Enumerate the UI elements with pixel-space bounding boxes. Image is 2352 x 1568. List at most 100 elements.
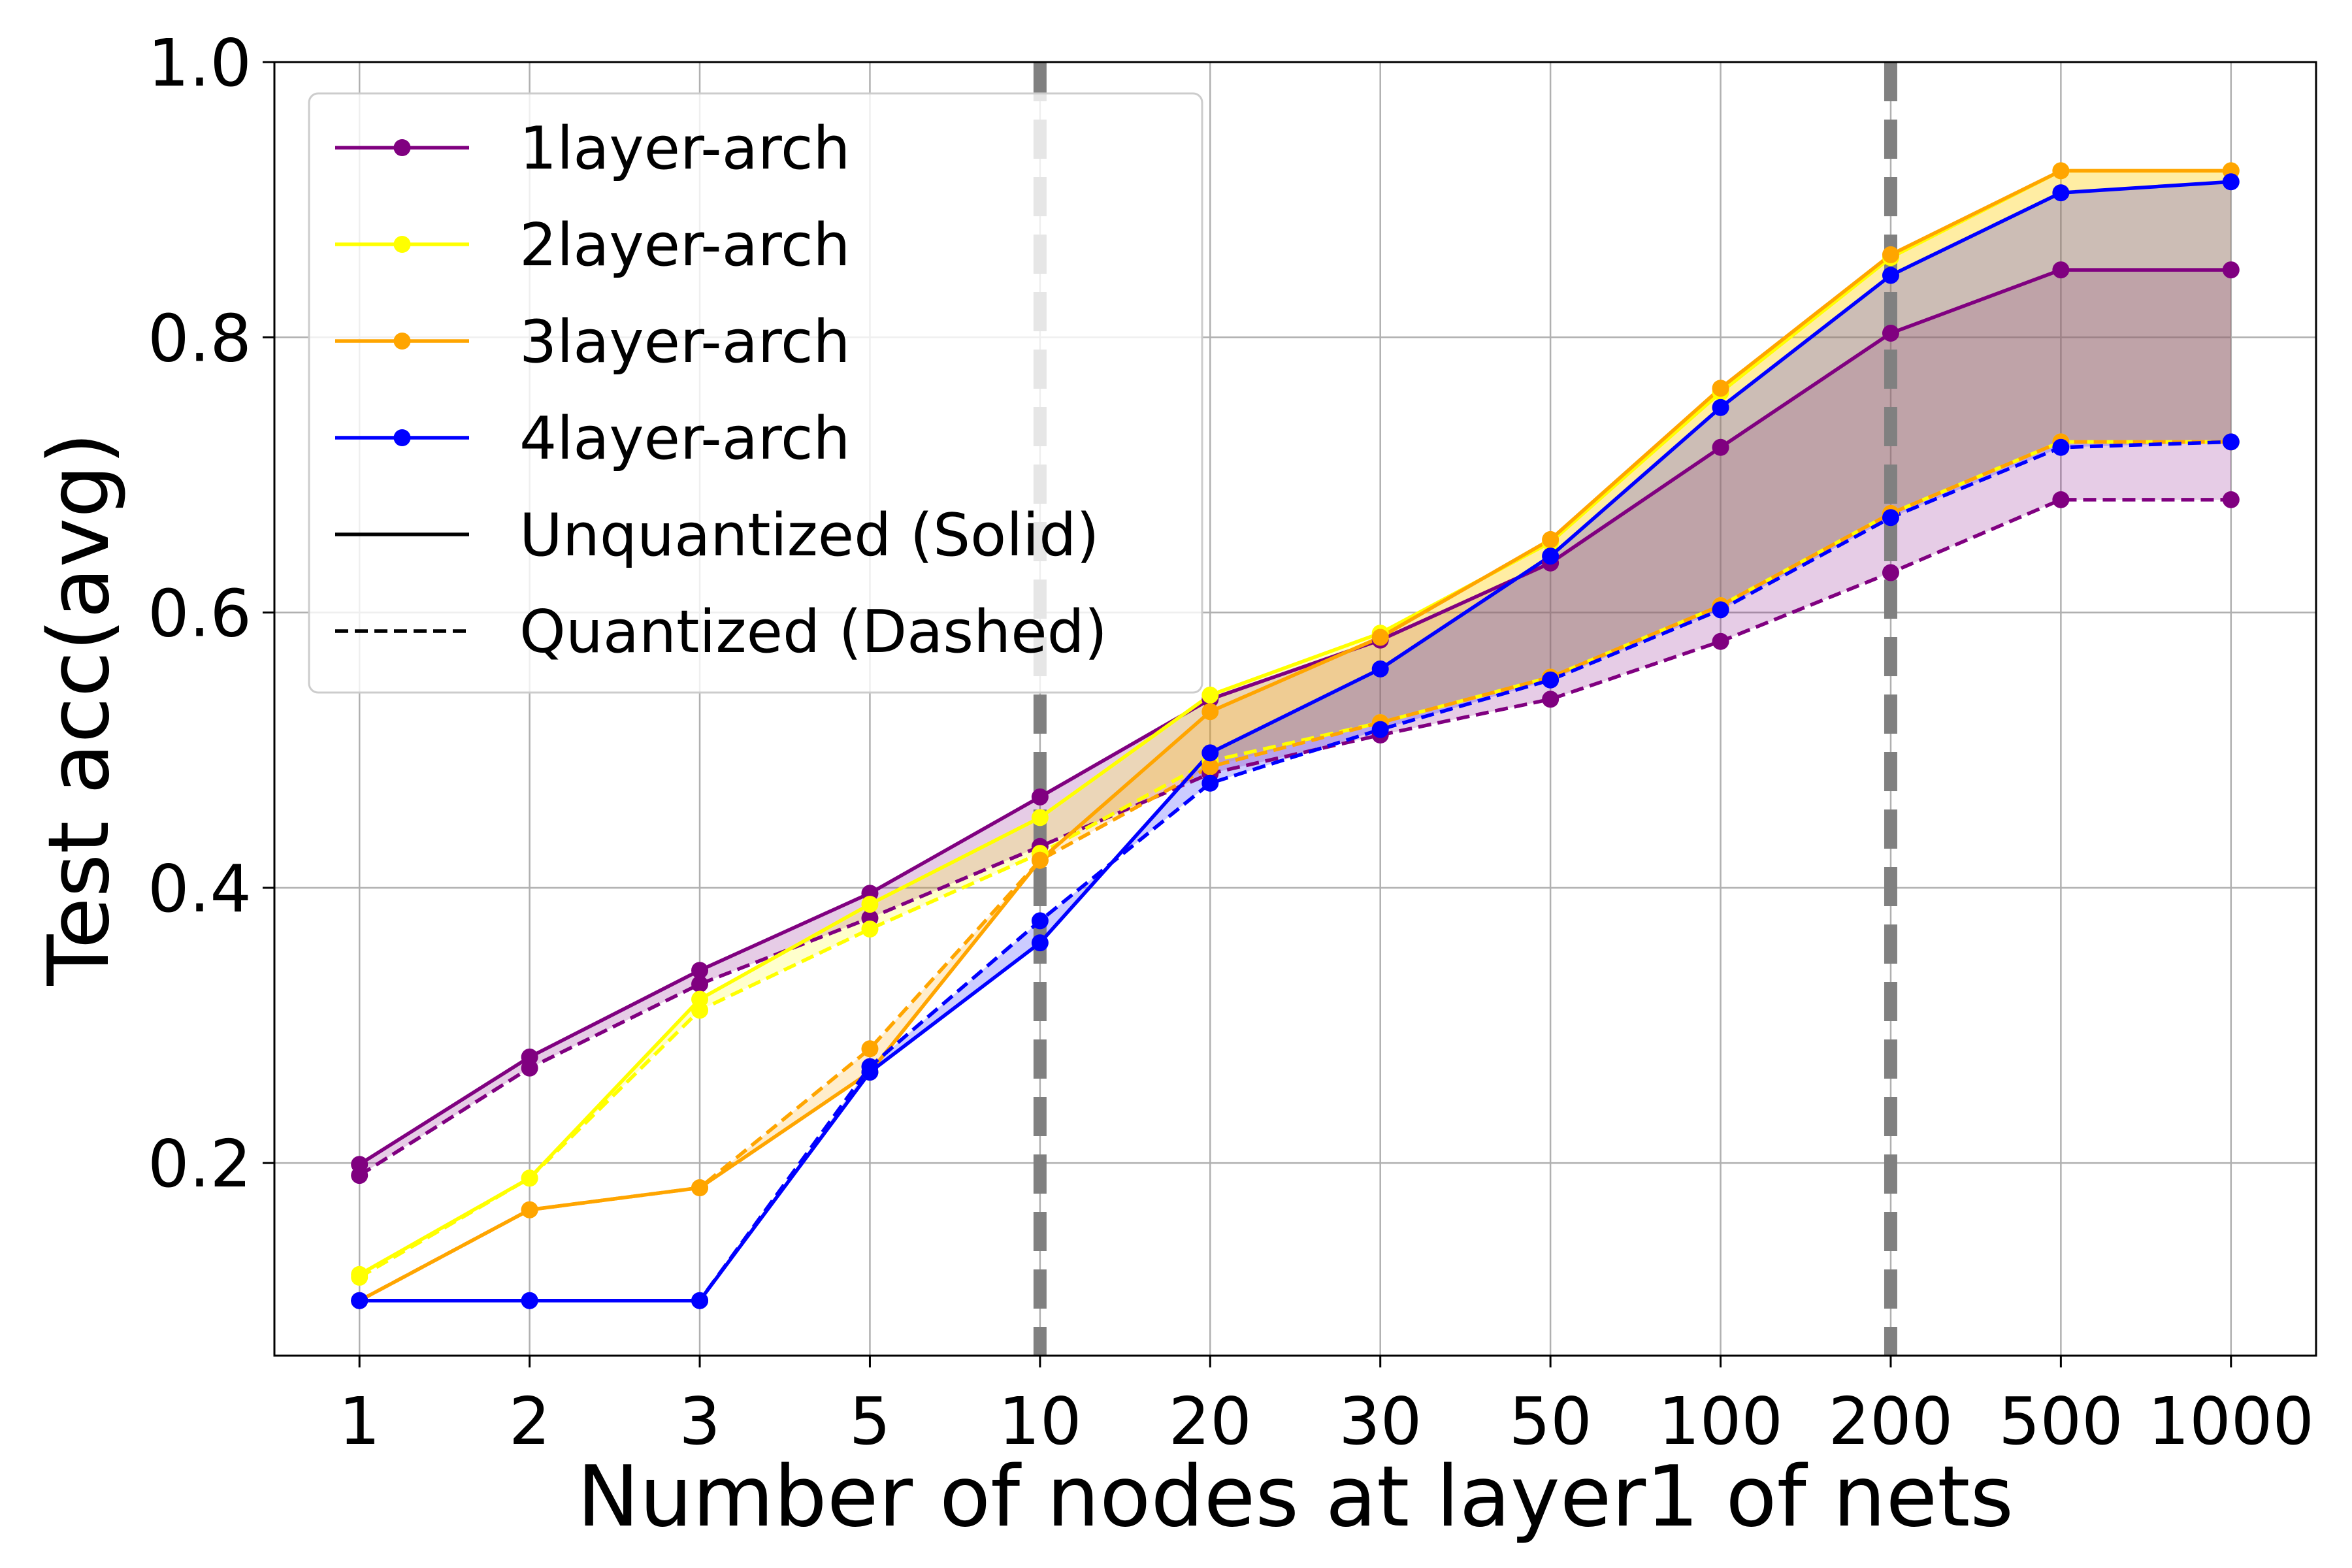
point-3layer-arch-quantized (861, 1040, 879, 1058)
fill-2layer-arch (359, 171, 2231, 1277)
x-tick-label: 1 (338, 1383, 380, 1460)
point-3layer-arch-unquantized (1371, 629, 1389, 646)
point-4layer-arch-quantized (2052, 438, 2070, 456)
point-3layer-arch-unquantized (1542, 531, 1560, 548)
point-4layer-arch-unquantized (1712, 399, 1729, 416)
legend-label: 4layer-arch (519, 404, 850, 473)
legend-marker-2layer-arch (393, 236, 411, 253)
y-tick-label: 0.8 (148, 300, 252, 376)
point-4layer-arch-quantized (1371, 721, 1389, 738)
fill-3layer-arch (359, 171, 2231, 1301)
point-1layer-arch-unquantized (2222, 261, 2240, 279)
point-3layer-arch-unquantized (1031, 851, 1049, 869)
y-axis-label: Test acc(avg) (31, 432, 128, 986)
point-4layer-arch-quantized (1542, 671, 1560, 689)
series-line-4layer-arch-quantized (359, 440, 2231, 1303)
point-4layer-arch-unquantized (1542, 547, 1560, 565)
series-markers (351, 162, 2240, 1309)
point-1layer-arch-unquantized (351, 1156, 368, 1173)
series-line-1layer-arch-unquantized (358, 268, 2231, 1166)
point-3layer-arch-unquantized (691, 1179, 709, 1197)
point-4layer-arch-unquantized (1201, 744, 1219, 762)
x-tick-label: 2 (509, 1383, 551, 1460)
point-4layer-arch-unquantized (1882, 267, 1899, 284)
x-axis-label: Number of nodes at layer1 of nets (577, 1448, 2014, 1546)
point-3layer-arch-unquantized (1201, 703, 1219, 721)
plot-frame (273, 61, 2317, 1357)
legend-label: Unquantized (Solid) (519, 501, 1099, 570)
x-tick-label: 30 (1339, 1383, 1422, 1460)
y-tick-label: 0.2 (148, 1126, 252, 1202)
series-line-4layer-arch-unquantized (359, 180, 2231, 1303)
legend: 1layer-arch 2layer-arch 3layer-arch 4layer-… (308, 92, 1203, 694)
x-tick-label: 3 (679, 1383, 721, 1460)
point-1layer-arch-quantized (691, 975, 709, 993)
point-1layer-arch-quantized (2222, 491, 2240, 508)
point-4layer-arch-unquantized (1031, 934, 1049, 952)
series-lines (358, 169, 2231, 1303)
point-1layer-arch-unquantized (2052, 261, 2070, 279)
point-4layer-arch-quantized (1712, 601, 1729, 619)
y-tick-label: 0.6 (148, 576, 252, 652)
x-tick-label: 100 (1658, 1383, 1783, 1460)
point-2layer-arch-unquantized (861, 896, 879, 913)
point-3layer-arch-quantized (1201, 758, 1219, 776)
reference-lines (1033, 62, 1897, 1356)
point-4layer-arch-quantized (1201, 774, 1219, 792)
point-1layer-arch-quantized (2052, 491, 2070, 508)
point-4layer-arch-unquantized (351, 1292, 368, 1309)
x-tick-label: 500 (1999, 1383, 2123, 1460)
legend-marker-3layer-arch (393, 333, 411, 350)
point-4layer-arch-unquantized (2222, 173, 2240, 191)
legend-label: 1layer-arch (519, 114, 850, 183)
point-2layer-arch-unquantized (521, 1169, 538, 1187)
point-1layer-arch-unquantized (691, 962, 709, 979)
legend-label: 2layer-arch (519, 211, 850, 280)
point-2layer-arch-unquantized (1201, 686, 1219, 704)
series-line-1layer-arch-quantized (358, 498, 2231, 1177)
legend-label: 3layer-arch (519, 308, 850, 376)
point-1layer-arch-quantized (1712, 632, 1729, 650)
legend-marker-1layer-arch (393, 139, 411, 156)
x-tick-label: 50 (1509, 1383, 1592, 1460)
point-3layer-arch-unquantized (2052, 162, 2070, 180)
y-tick-label: 0.4 (148, 851, 252, 927)
point-1layer-arch-quantized (1542, 691, 1560, 708)
point-1layer-arch-unquantized (1031, 788, 1049, 806)
point-4layer-arch-unquantized (861, 1064, 879, 1081)
point-4layer-arch-unquantized (521, 1292, 538, 1309)
y-tick-label: 1.0 (148, 25, 252, 101)
fill-1layer-arch (359, 270, 2231, 1176)
point-1layer-arch-unquantized (1712, 438, 1729, 456)
axis-ticks: 1 2 3 5 10 20 30 50 100 200 500 1000 0.2 0.4 0.6 0.8 1.0 (148, 25, 2314, 1460)
fill-4layer-arch (359, 182, 2231, 1301)
legend-box (308, 92, 1203, 694)
point-1layer-arch-quantized (1882, 564, 1899, 581)
shaded-regions (359, 171, 2231, 1301)
point-2layer-arch-quantized (861, 921, 879, 938)
point-3layer-arch-unquantized (521, 1201, 538, 1218)
x-tick-label: 10 (998, 1383, 1081, 1460)
point-4layer-arch-quantized (2222, 433, 2240, 451)
x-tick-label: 200 (1829, 1383, 1953, 1460)
point-1layer-arch-unquantized (1882, 324, 1899, 342)
point-4layer-arch-quantized (1031, 912, 1049, 930)
legend-label: Quantized (Dashed) (519, 598, 1107, 666)
series-line-3layer-arch-unquantized (358, 169, 2231, 1303)
point-4layer-arch-quantized (1882, 509, 1899, 527)
point-4layer-arch-unquantized (691, 1292, 709, 1309)
point-4layer-arch-unquantized (2052, 184, 2070, 202)
point-2layer-arch-unquantized (351, 1266, 368, 1283)
point-2layer-arch-unquantized (1031, 809, 1049, 826)
series-line-2layer-arch-unquantized (358, 169, 2231, 1277)
x-tick-label: 5 (849, 1383, 891, 1460)
point-4layer-arch-unquantized (1371, 660, 1389, 678)
point-3layer-arch-unquantized (1882, 246, 1899, 263)
x-tick-label: 1000 (2148, 1383, 2315, 1460)
x-tick-label: 20 (1169, 1383, 1252, 1460)
point-2layer-arch-unquantized (691, 990, 709, 1008)
series-line-2layer-arch-quantized (358, 440, 2231, 1279)
legend-marker-4layer-arch (393, 429, 411, 446)
point-3layer-arch-unquantized (1712, 380, 1729, 397)
